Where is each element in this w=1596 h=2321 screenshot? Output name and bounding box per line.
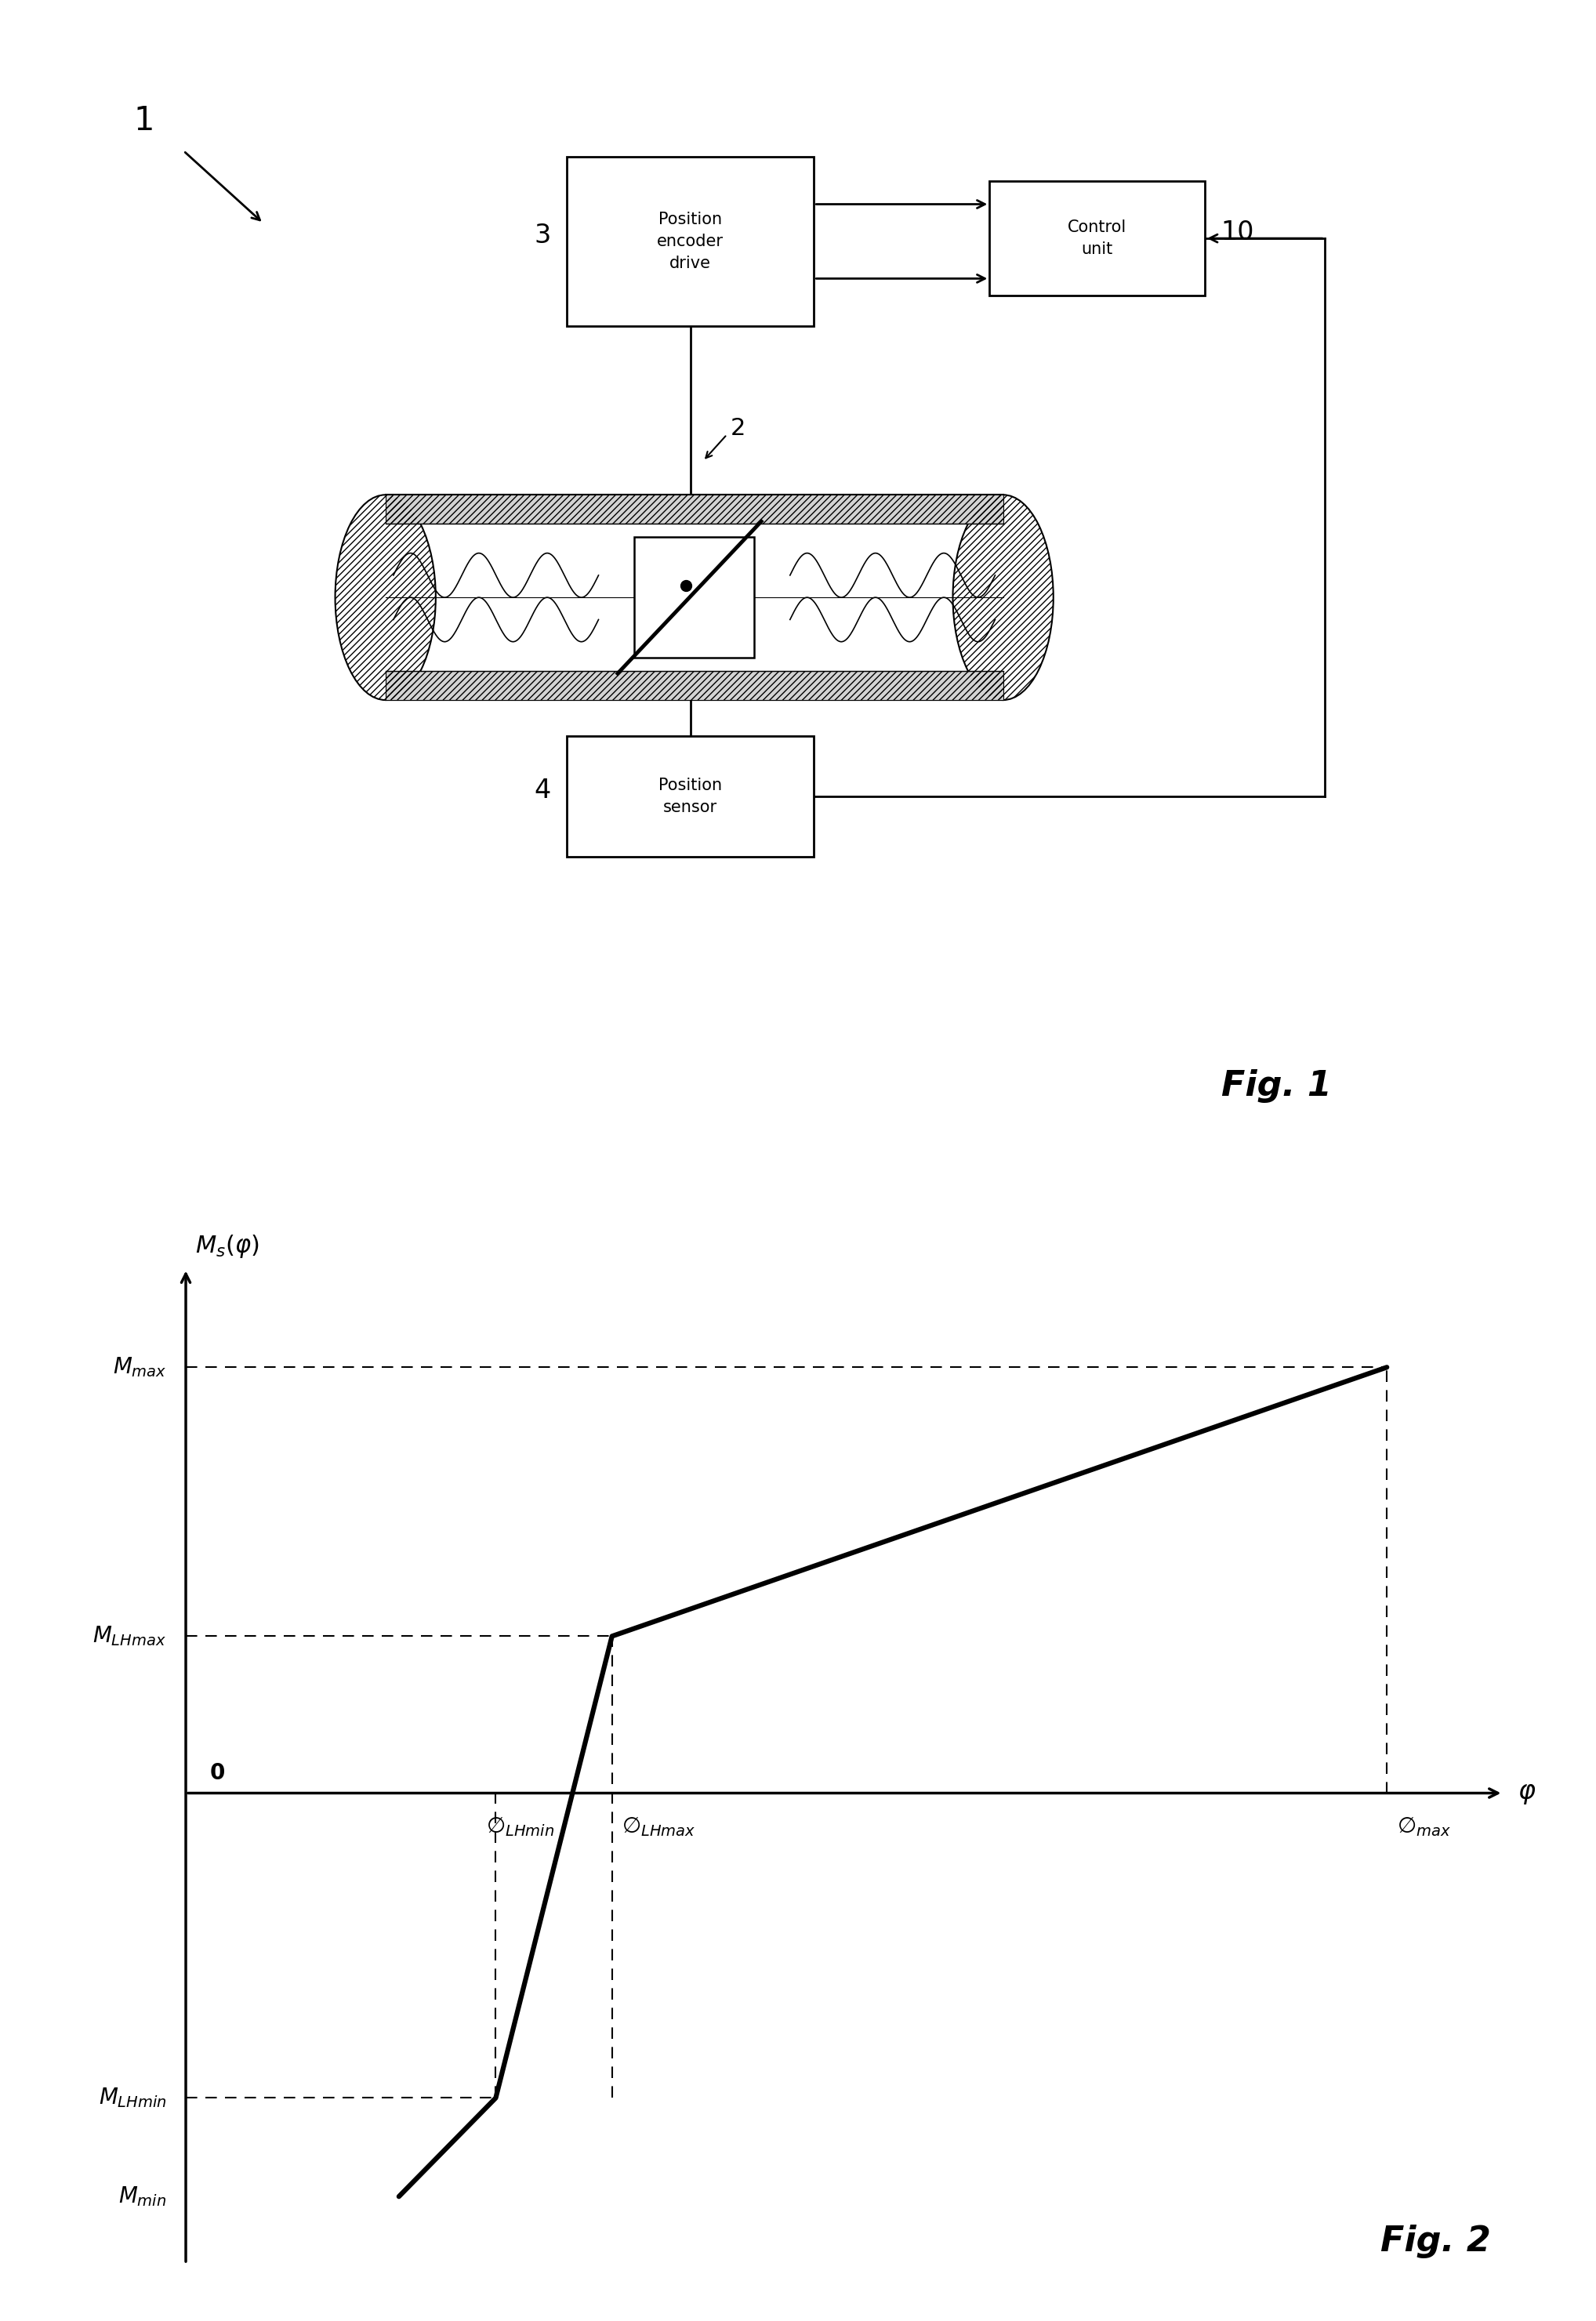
- Text: 1: 1: [132, 104, 155, 137]
- Text: $M_{LHmax}$: $M_{LHmax}$: [93, 1625, 166, 1648]
- FancyBboxPatch shape: [635, 536, 755, 657]
- Text: 4: 4: [535, 778, 551, 803]
- Text: $M_{max}$: $M_{max}$: [113, 1355, 166, 1379]
- Text: 10: 10: [1221, 220, 1254, 246]
- FancyBboxPatch shape: [567, 158, 814, 325]
- Ellipse shape: [335, 494, 436, 701]
- Text: $\varnothing_{LHmax}$: $\varnothing_{LHmax}$: [622, 1815, 696, 1838]
- Text: $M_{min}$: $M_{min}$: [118, 2184, 166, 2207]
- FancyBboxPatch shape: [385, 494, 1004, 701]
- FancyBboxPatch shape: [385, 494, 1004, 525]
- Text: $M_s(\varphi)$: $M_s(\varphi)$: [195, 1232, 260, 1260]
- Text: Fig. 2: Fig. 2: [1381, 2224, 1491, 2258]
- Text: Position
sensor: Position sensor: [659, 778, 721, 815]
- Text: $\varnothing_{max}$: $\varnothing_{max}$: [1396, 1815, 1451, 1838]
- Text: 2: 2: [729, 418, 745, 439]
- Text: Position
encoder
drive: Position encoder drive: [658, 211, 723, 272]
- Text: $\varnothing_{LHmin}$: $\varnothing_{LHmin}$: [487, 1815, 554, 1838]
- Text: $\varphi$: $\varphi$: [1518, 1780, 1537, 1806]
- FancyBboxPatch shape: [567, 736, 814, 856]
- Ellipse shape: [953, 494, 1053, 701]
- Text: Control
unit: Control unit: [1068, 220, 1127, 258]
- Text: 3: 3: [535, 223, 551, 248]
- Text: $M_{LHmin}$: $M_{LHmin}$: [99, 2087, 166, 2110]
- Text: Fig. 1: Fig. 1: [1221, 1070, 1333, 1102]
- FancyBboxPatch shape: [990, 181, 1205, 295]
- FancyBboxPatch shape: [385, 671, 1004, 701]
- Text: 0: 0: [211, 1762, 225, 1785]
